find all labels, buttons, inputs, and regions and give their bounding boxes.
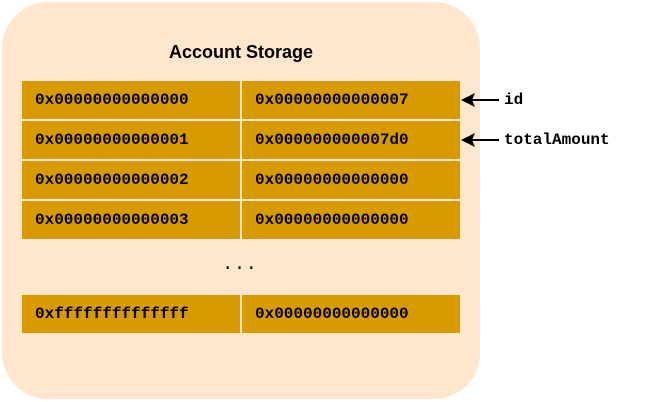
storage-key-3: 0x00000000000003 (22, 201, 240, 239)
storage-key-2: 0x00000000000002 (22, 161, 240, 199)
annotation-label-total-amount: totalAmount (504, 131, 610, 149)
arrow-total-amount (461, 133, 499, 147)
arrow-id (461, 93, 499, 107)
storage-value-3: 0x00000000000000 (242, 201, 460, 239)
storage-key-0: 0x00000000000000 (22, 81, 240, 119)
storage-value-0: 0x00000000000007 (242, 81, 460, 119)
diagram-title: Account Storage (168, 42, 314, 62)
storage-ellipsis: ... (222, 255, 258, 275)
storage-key-1: 0x00000000000001 (22, 121, 240, 159)
annotation-label-id: id (504, 91, 524, 109)
storage-key-last: 0xffffffffffffff (22, 295, 240, 333)
storage-value-2: 0x00000000000000 (242, 161, 460, 199)
storage-value-1: 0x000000000007d0 (242, 121, 460, 159)
storage-value-last: 0x00000000000000 (242, 295, 460, 333)
